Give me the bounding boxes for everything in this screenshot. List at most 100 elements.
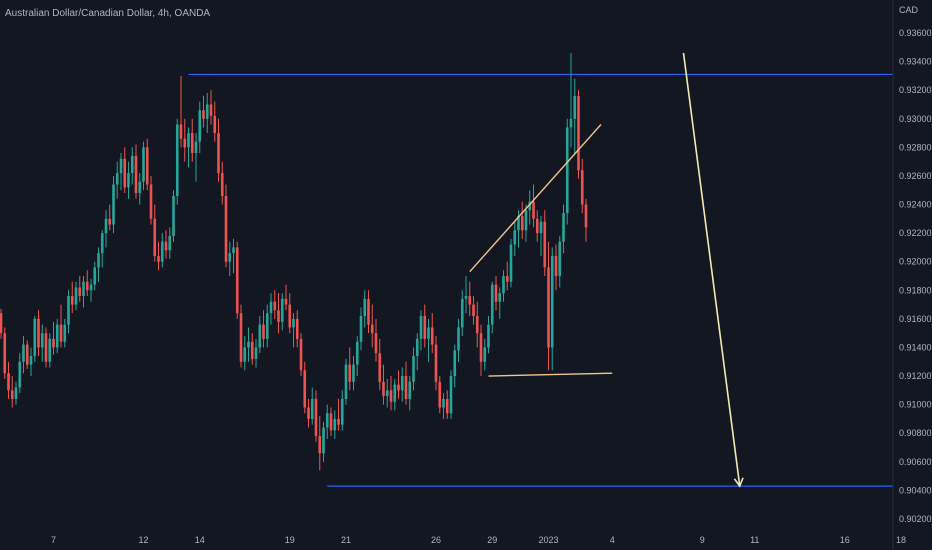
candle-body	[314, 398, 318, 437]
candle	[397, 370, 400, 399]
time-tick-label: 11	[750, 535, 759, 545]
projection-arrow-line[interactable]	[682, 52, 741, 487]
candle	[40, 324, 44, 362]
pattern-trend-line[interactable]	[469, 124, 602, 273]
candle	[243, 336, 247, 371]
candle-body	[273, 301, 277, 311]
candle-body	[7, 373, 10, 391]
candle-body	[55, 324, 59, 348]
candle	[337, 398, 340, 431]
candle	[307, 398, 310, 428]
candle-body	[550, 255, 554, 348]
candle-body	[67, 296, 70, 325]
candle	[584, 198, 588, 242]
candle	[160, 233, 164, 268]
candle-body	[352, 364, 355, 382]
candle-body	[415, 338, 419, 357]
candle	[494, 276, 498, 311]
pattern-trend-line[interactable]	[488, 372, 613, 377]
candle-body	[532, 201, 535, 219]
candle	[292, 313, 295, 348]
candle	[284, 284, 288, 311]
candle	[190, 118, 194, 162]
candle-body	[37, 318, 40, 348]
candle-body	[363, 298, 367, 317]
candle-body	[434, 344, 438, 382]
candle-body	[292, 318, 295, 328]
candle-body	[554, 255, 558, 276]
candle	[220, 161, 224, 205]
candle	[85, 270, 89, 297]
candle-body	[127, 173, 130, 188]
candle	[157, 241, 160, 271]
candle-body	[48, 338, 52, 362]
candle-body	[535, 218, 539, 234]
candle	[48, 333, 52, 368]
candle	[172, 190, 175, 242]
candle	[479, 324, 483, 377]
candle	[224, 184, 228, 268]
candle-body	[217, 133, 220, 174]
candle-body	[175, 124, 179, 196]
price-tick-label: 0.91200	[899, 371, 932, 381]
candle-body	[303, 370, 307, 408]
candle-body	[269, 301, 273, 314]
candle-body	[517, 215, 520, 231]
candle	[449, 370, 453, 419]
candle-body	[329, 413, 333, 431]
candle	[385, 378, 389, 408]
price-tick-label: 0.91600	[899, 314, 932, 324]
candle-body	[502, 276, 505, 294]
candle	[325, 404, 329, 439]
candle-body	[224, 195, 228, 262]
candle-body	[63, 324, 67, 342]
candle	[333, 410, 337, 439]
time-axis[interactable]: 7 12 14 19 21 26 29 2023 4 9 11 16 18	[51, 535, 906, 545]
candle	[33, 316, 37, 362]
candle-body	[565, 127, 569, 214]
candle-body	[359, 316, 363, 342]
candle-body	[472, 304, 475, 317]
candle-body	[97, 253, 100, 268]
candle-body	[250, 341, 254, 359]
candle-body	[322, 427, 325, 454]
candle-body	[100, 233, 104, 254]
candle-body	[115, 173, 119, 185]
candle	[74, 281, 78, 311]
candle-body	[44, 333, 48, 362]
candle	[44, 327, 48, 368]
candle	[299, 333, 303, 377]
candle	[138, 173, 142, 205]
candle-body	[524, 210, 528, 231]
candle	[539, 215, 543, 256]
candle-body	[397, 384, 400, 391]
candle	[487, 316, 490, 354]
candle	[175, 118, 179, 205]
candle-body	[520, 215, 524, 231]
candle	[472, 296, 475, 325]
price-tick-label: 0.93200	[899, 85, 932, 95]
candle-body	[584, 204, 588, 228]
price-tick-label: 0.90200	[899, 514, 932, 524]
candle-body	[0, 313, 3, 334]
candle-body	[513, 230, 517, 245]
candle-body	[205, 104, 209, 119]
candle-body	[487, 324, 490, 348]
price-axis[interactable]: 0.93600 0.93400 0.93200 0.93000 0.92800 0.926…	[899, 28, 932, 524]
candle	[273, 290, 277, 319]
candle	[108, 204, 112, 231]
time-tick-label: 4	[610, 535, 615, 545]
candle	[59, 304, 63, 348]
candle	[438, 376, 442, 414]
candle	[367, 290, 370, 334]
candle	[254, 338, 258, 368]
candle-body	[239, 313, 243, 362]
candle	[70, 281, 74, 314]
candle-body	[505, 276, 509, 282]
candle-body	[412, 356, 415, 382]
price-tick-label: 0.92800	[899, 142, 932, 152]
candle	[262, 310, 265, 348]
candle	[97, 247, 100, 282]
